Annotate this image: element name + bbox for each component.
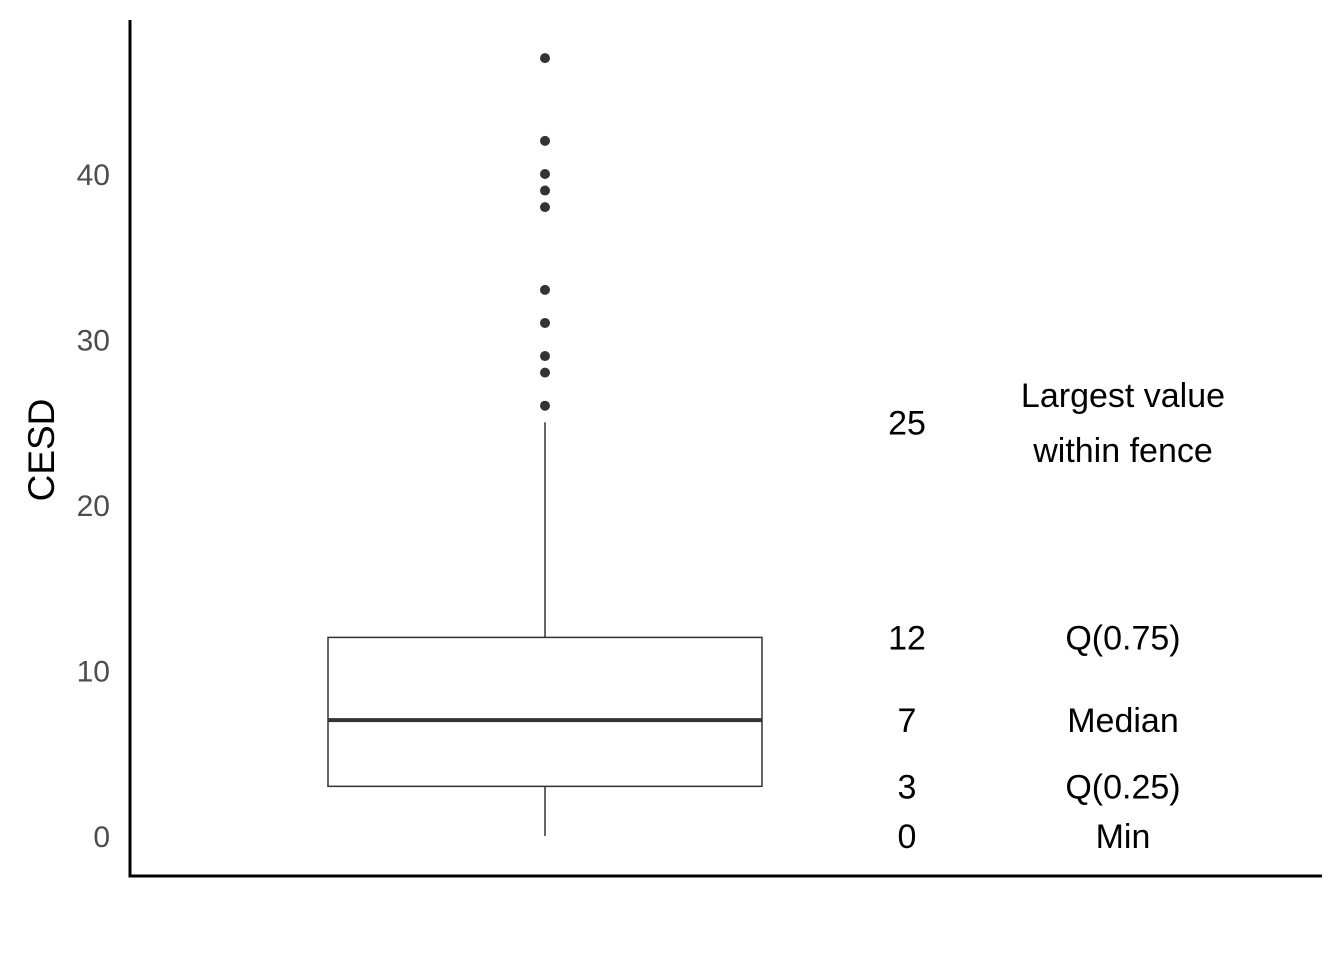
annotation-label: Median	[1067, 702, 1179, 740]
axes	[128, 20, 1322, 878]
annotation-value: 7	[898, 702, 917, 740]
annotation-label: Q(0.75)	[1065, 619, 1180, 657]
y-tick-label: 0	[93, 821, 110, 854]
annotation-label: Min	[1096, 818, 1151, 856]
y-tick-label: 30	[77, 325, 110, 358]
annotation-value: 0	[898, 818, 917, 856]
y-axis-title: CESD	[21, 399, 62, 502]
annotation-label: Largest value	[1021, 377, 1225, 415]
y-tick-label: 10	[77, 656, 110, 689]
y-tick-label: 40	[77, 159, 110, 192]
annotation-value: 3	[898, 768, 917, 806]
annotation-label: within fence	[1032, 432, 1213, 470]
y-tick-label: 20	[77, 490, 110, 523]
boxplot	[327, 422, 763, 836]
annotation-label: Q(0.25)	[1065, 768, 1180, 806]
outlier-point	[540, 351, 550, 362]
outlier-point	[540, 367, 550, 378]
outlier-point	[540, 400, 550, 411]
y-ticks: 0 10 20 30 40	[77, 159, 110, 854]
outlier-points	[540, 53, 550, 411]
annotations: 25 Largest value within fence 12 Q(0.75) 7 Med…	[888, 377, 1225, 856]
outlier-point	[540, 53, 550, 64]
outlier-point	[540, 135, 550, 146]
annotation-value: 12	[888, 619, 926, 657]
outlier-point	[540, 169, 550, 179]
outlier-point	[540, 185, 550, 196]
outlier-point	[540, 317, 550, 328]
outlier-point	[540, 202, 550, 213]
annotation-value: 25	[888, 404, 926, 442]
iqr-box	[327, 636, 763, 788]
outlier-point	[540, 284, 550, 295]
